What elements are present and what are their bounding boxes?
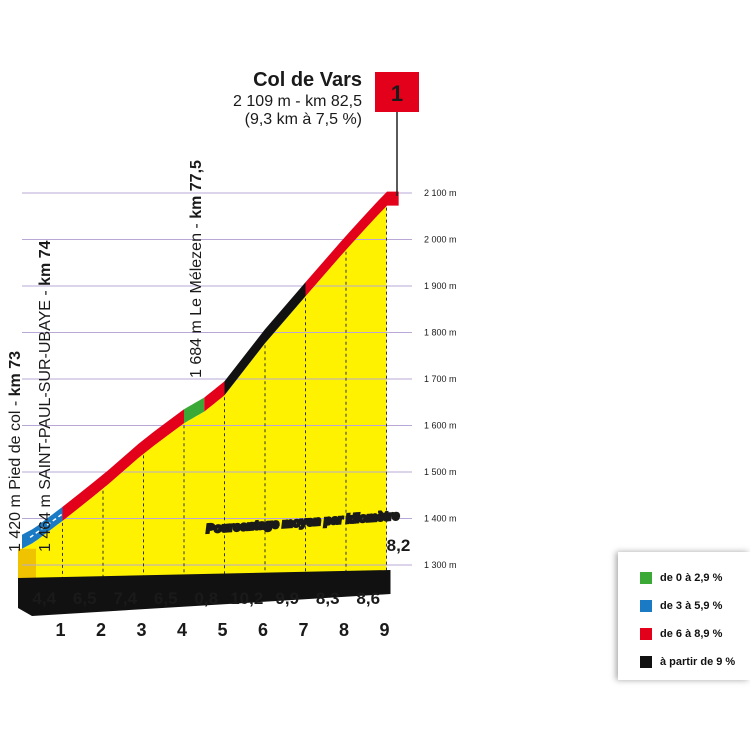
altitude-tick-label: 1 300 m: [424, 560, 457, 570]
legend-label: de 6 à 8,9 %: [660, 628, 723, 640]
profile-side-face: [18, 548, 36, 578]
legend-swatch-red: [640, 628, 652, 640]
km-gradient-label: 0,8: [194, 589, 218, 608]
waypoint-label-saint-paul: 1 464 m SAINT-PAUL-SUR-UBAYE - km 74: [37, 240, 54, 552]
summit-category: 1: [391, 81, 403, 106]
km-gradient-label: 10,2: [230, 589, 263, 608]
legend-item: de 3 à 5,9 %: [640, 596, 722, 616]
km-gradient-label: 4,4: [32, 589, 56, 608]
km-number-label: 2: [96, 620, 106, 640]
summit-name: Col de Vars: [253, 69, 362, 91]
altitude-tick-labels: 2 100 m 2 000 m 1 900 m 1 800 m 1 700 m 1 600…: [424, 188, 457, 570]
km-gradient-label: 9,9: [275, 589, 299, 608]
road-segment-red: [62, 409, 184, 521]
altitude-tick-label: 1 400 m: [424, 514, 457, 524]
gradient-road-band: [22, 191, 399, 549]
km-gradient-label: 8,3: [316, 589, 340, 608]
legend-swatch-black: [640, 656, 652, 668]
waypoint-label-le-melezen: 1 684 m Le Mélezen - km 77,5: [188, 160, 205, 378]
legend-swatch-blue: [640, 600, 652, 612]
km-number-label: 5: [217, 620, 227, 640]
profile-area: [22, 205, 387, 578]
altitude-tick-label: 1 900 m: [424, 281, 457, 291]
gradient-legend: de 0 à 2,9 % de 3 à 5,9 % de 6 à 8,9 % à…: [618, 552, 750, 680]
altitude-tick-label: 1 800 m: [424, 328, 457, 338]
km-gradient-label: 8,6: [356, 589, 380, 608]
legend-label: de 0 à 2,9 %: [660, 572, 723, 584]
km-gradient-labels: 4,4 6,5 7,4 6,5 0,8 10,2 9,9 8,3 8,6 8,2: [32, 536, 410, 608]
km-gradient-label: 7,4: [113, 589, 137, 608]
summit-flag: [375, 72, 419, 112]
legend-item: de 6 à 8,9 %: [640, 624, 722, 644]
km-dividers: [62, 207, 387, 578]
altitude-tick-label: 1 600 m: [424, 421, 457, 431]
legend-item: de 0 à 2,9 %: [640, 568, 722, 588]
km-number-label: 4: [177, 620, 187, 640]
legend-item: à partir de 9 %: [640, 652, 735, 672]
altitude-tick-label: 2 000 m: [424, 235, 457, 245]
km-number-label: 9: [379, 620, 389, 640]
km-number-label: 7: [298, 620, 308, 640]
km-gradient-label: 6,5: [73, 589, 97, 608]
legend-label: de 3 à 5,9 %: [660, 600, 723, 612]
km-base-bar: [18, 570, 391, 616]
km-number-label: 1: [55, 620, 65, 640]
base-bar: [18, 570, 391, 616]
altitude-gridlines: [22, 192, 412, 566]
altitude-tick-label: 2 100 m: [424, 188, 457, 198]
km-gradient-label: 8,2: [387, 536, 411, 555]
summit-altitude: 2 109 m - km 82,5: [233, 93, 362, 110]
km-number-label: 8: [339, 620, 349, 640]
altitude-tick-label: 1 700 m: [424, 374, 457, 384]
altitude-tick-label: 1 500 m: [424, 467, 457, 477]
road-segment-red: [204, 381, 225, 412]
legend-label: à partir de 9 %: [660, 656, 736, 668]
summit-climb-stats: (9,3 km à 7,5 %): [245, 111, 362, 128]
km-number-label: 6: [258, 620, 268, 640]
km-number-label: 3: [136, 620, 146, 640]
profile-fill: [18, 205, 387, 578]
road-segment-red: [305, 191, 399, 297]
km-gradient-label: 6,5: [154, 589, 178, 608]
road-segment-black: [224, 282, 306, 396]
waypoint-label-pied-de-col: 1 420 m Pied de col - km 73: [7, 351, 24, 552]
legend-swatch-green: [640, 572, 652, 584]
road-segment-green: [184, 397, 205, 424]
km-number-labels: 1 2 3 4 5 6 7 8 9: [55, 620, 389, 640]
